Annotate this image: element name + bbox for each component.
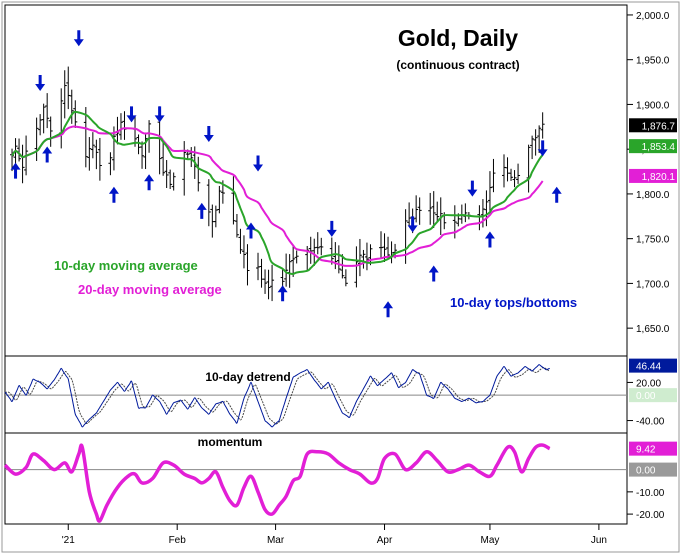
x-tick-label: May	[480, 535, 499, 546]
arrow-down	[73, 30, 84, 47]
arrow-up	[484, 231, 495, 248]
detrend-zero-label: 0.00	[636, 391, 656, 402]
arrow-up	[428, 265, 439, 282]
ma20-annotation: 20-day moving average	[78, 282, 222, 297]
price-tick-label: 1,800.0	[636, 190, 670, 201]
detrend-slow-line	[5, 367, 550, 425]
price-last-value-boxes: 1,876.7 1,853.4 1,820.1	[629, 118, 677, 183]
last-value-label: 1,876.7	[642, 121, 676, 132]
ma10-annotation: 10-day moving average	[54, 258, 198, 273]
arrow-up	[277, 285, 288, 302]
arrow-up	[42, 146, 53, 163]
detrend-zero-box	[629, 388, 677, 403]
momentum-tick-label: -20.00	[636, 510, 665, 521]
last-value-box	[629, 118, 677, 133]
price-tick-label: 1,900.0	[636, 100, 670, 111]
detrend-y-axis: 20.00 -40.00 0.00 46.44	[627, 358, 677, 428]
ma10-line	[11, 110, 544, 276]
last-value-label: 1,820.1	[642, 172, 676, 183]
chart-subtitle: (continuous contract)	[396, 58, 519, 72]
arrow-down	[35, 75, 46, 92]
price-tick-label: 1,700.0	[636, 279, 670, 290]
tops-bottoms-annotation: 10-day tops/bottoms	[450, 295, 577, 310]
momentum-title: momentum	[198, 435, 263, 449]
arrow-up	[108, 186, 119, 203]
momentum-last-value-label: 9.42	[636, 445, 656, 456]
price-tick-label: 1,950.0	[636, 56, 670, 67]
top-bottom-arrows	[10, 30, 562, 318]
momentum-zero-box	[629, 462, 677, 477]
x-tick-label: '21	[62, 535, 75, 546]
last-value-box	[629, 139, 677, 154]
x-tick-label: Jun	[591, 535, 607, 546]
ma20-line	[11, 125, 544, 267]
arrow-down	[537, 140, 548, 157]
x-tick-label: Mar	[267, 535, 285, 546]
arrow-down	[154, 106, 165, 123]
momentum-line	[3, 443, 551, 523]
arrow-down	[467, 180, 478, 197]
price-tick-label: 1,750.0	[636, 235, 670, 246]
arrow-down	[407, 216, 418, 233]
last-value-label: 1,853.4	[642, 142, 676, 153]
x-tick-label: Apr	[377, 535, 393, 546]
arrow-down	[253, 155, 264, 172]
momentum-last-value-box	[629, 441, 677, 456]
x-tick-label: Feb	[169, 535, 187, 546]
detrend-tick-label: -40.00	[636, 417, 665, 428]
arrow-up	[196, 202, 207, 219]
detrend-tick-label: 20.00	[636, 378, 661, 389]
momentum-zero-label: 0.00	[636, 466, 656, 477]
chart-title: Gold, Daily	[398, 25, 518, 51]
arrow-down	[126, 106, 137, 123]
detrend-last-value-label: 46.44	[636, 362, 661, 373]
arrow-up	[551, 186, 562, 203]
momentum-tick-label: -10.00	[636, 488, 665, 499]
plot-area-border	[4, 4, 628, 525]
price-tick-label: 2,000.0	[636, 11, 670, 22]
momentum-y-axis: -10.00 -20.00 9.42 0.00	[627, 441, 677, 521]
arrow-down	[203, 126, 214, 143]
detrend-title: 10-day detrend	[205, 370, 290, 384]
detrend-last-value-box	[629, 358, 677, 373]
x-axis: '21 Feb Mar Apr May Jun	[62, 524, 607, 546]
arrow-up	[144, 174, 155, 191]
arrow-up	[383, 301, 394, 318]
arrow-up	[245, 222, 256, 239]
last-value-box	[629, 168, 677, 183]
detrend-fast-line	[4, 364, 550, 428]
arrow-down	[326, 220, 337, 237]
arrow-up	[10, 162, 21, 179]
price-tick-label: 1,650.0	[636, 324, 670, 335]
